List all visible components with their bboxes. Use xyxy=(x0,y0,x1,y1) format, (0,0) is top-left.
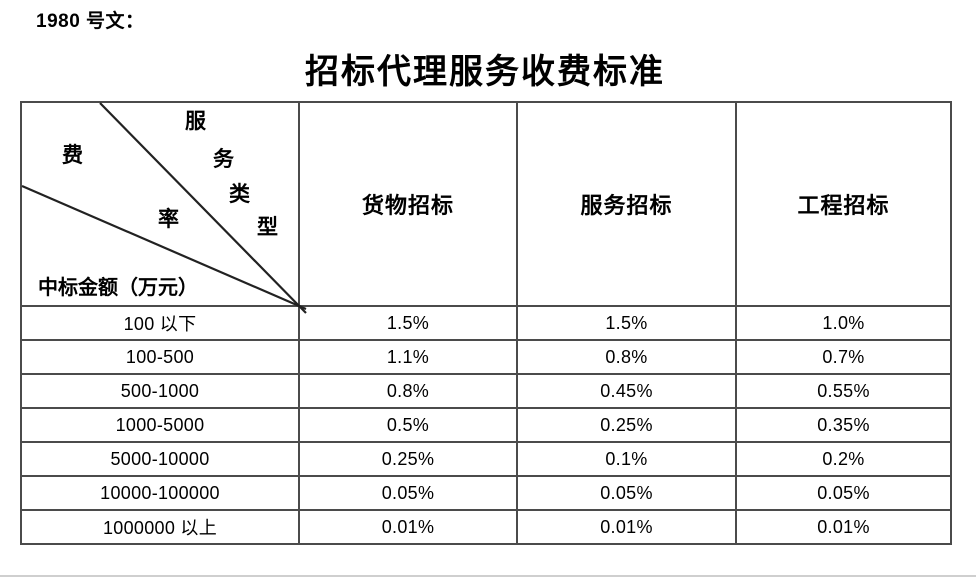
page-title: 招标代理服务收费标准 xyxy=(305,54,665,91)
amount-cell: 5000-10000 xyxy=(20,441,300,477)
rate-cell: 0.8% xyxy=(516,339,737,375)
diagonal-lines xyxy=(21,102,307,314)
table-row: 1000-5000 0.5% 0.25% 0.35% xyxy=(20,407,952,443)
table-header-row: 服 务 类 型 费 率 中标金额（万元） 货物招标 服务招标 工程招标 xyxy=(20,101,952,314)
rate-cell: 0.01% xyxy=(516,509,737,545)
page-bottom-divider xyxy=(0,575,976,577)
rate-cell: 0.8% xyxy=(298,373,518,409)
rate-cell: 1.0% xyxy=(735,305,952,341)
rate-cell: 0.55% xyxy=(735,373,952,409)
rate-cell: 0.5% xyxy=(298,407,518,443)
rate-cell: 0.45% xyxy=(516,373,737,409)
rate-cell: 0.05% xyxy=(516,475,737,511)
rate-cell: 0.1% xyxy=(516,441,737,477)
amount-cell: 1000-5000 xyxy=(20,407,300,443)
row-axis-label: 中标金额（万元） xyxy=(38,277,198,299)
column-header-service: 服务招标 xyxy=(516,101,737,307)
rate-cell: 0.01% xyxy=(735,509,952,545)
fee-standard-table: 服 务 类 型 费 率 中标金额（万元） 货物招标 服务招标 工程招标 100 … xyxy=(20,101,952,545)
diagonal-header-cell: 服 务 类 型 费 率 中标金额（万元） xyxy=(20,101,307,314)
table-row: 100-500 1.1% 0.8% 0.7% xyxy=(20,339,952,375)
diagonal-type-char-4: 型 xyxy=(257,215,278,239)
rate-cell: 1.5% xyxy=(516,305,737,341)
amount-cell: 100 以下 xyxy=(20,305,300,341)
diagonal-rate-char-2: 率 xyxy=(158,207,179,231)
rate-cell: 1.5% xyxy=(298,305,518,341)
amount-cell: 10000-100000 xyxy=(20,475,300,511)
rate-cell: 0.2% xyxy=(735,441,952,477)
rate-cell: 0.7% xyxy=(735,339,952,375)
diagonal-type-char-2: 务 xyxy=(213,147,234,171)
table-row: 500-1000 0.8% 0.45% 0.55% xyxy=(20,373,952,409)
rate-cell: 0.05% xyxy=(735,475,952,511)
rate-cell: 0.01% xyxy=(298,509,518,545)
column-header-engineering: 工程招标 xyxy=(735,101,952,307)
table-row: 1000000 以上 0.01% 0.01% 0.01% xyxy=(20,509,952,545)
diagonal-type-char-3: 类 xyxy=(229,182,250,206)
doc-number-label: 1980 号文： xyxy=(36,11,145,32)
table-row: 10000-100000 0.05% 0.05% 0.05% xyxy=(20,475,952,511)
amount-cell: 500-1000 xyxy=(20,373,300,409)
table-row: 5000-10000 0.25% 0.1% 0.2% xyxy=(20,441,952,477)
diagonal-type-char-1: 服 xyxy=(185,109,206,133)
rate-cell: 0.35% xyxy=(735,407,952,443)
diagonal-rate-char-1: 费 xyxy=(62,143,83,167)
rate-cell: 0.25% xyxy=(298,441,518,477)
amount-cell: 1000000 以上 xyxy=(20,509,300,545)
column-header-goods: 货物招标 xyxy=(298,101,518,307)
rate-cell: 0.25% xyxy=(516,407,737,443)
amount-cell: 100-500 xyxy=(20,339,300,375)
rate-cell: 1.1% xyxy=(298,339,518,375)
rate-cell: 0.05% xyxy=(298,475,518,511)
table-row: 100 以下 1.5% 1.5% 1.0% xyxy=(20,305,952,341)
